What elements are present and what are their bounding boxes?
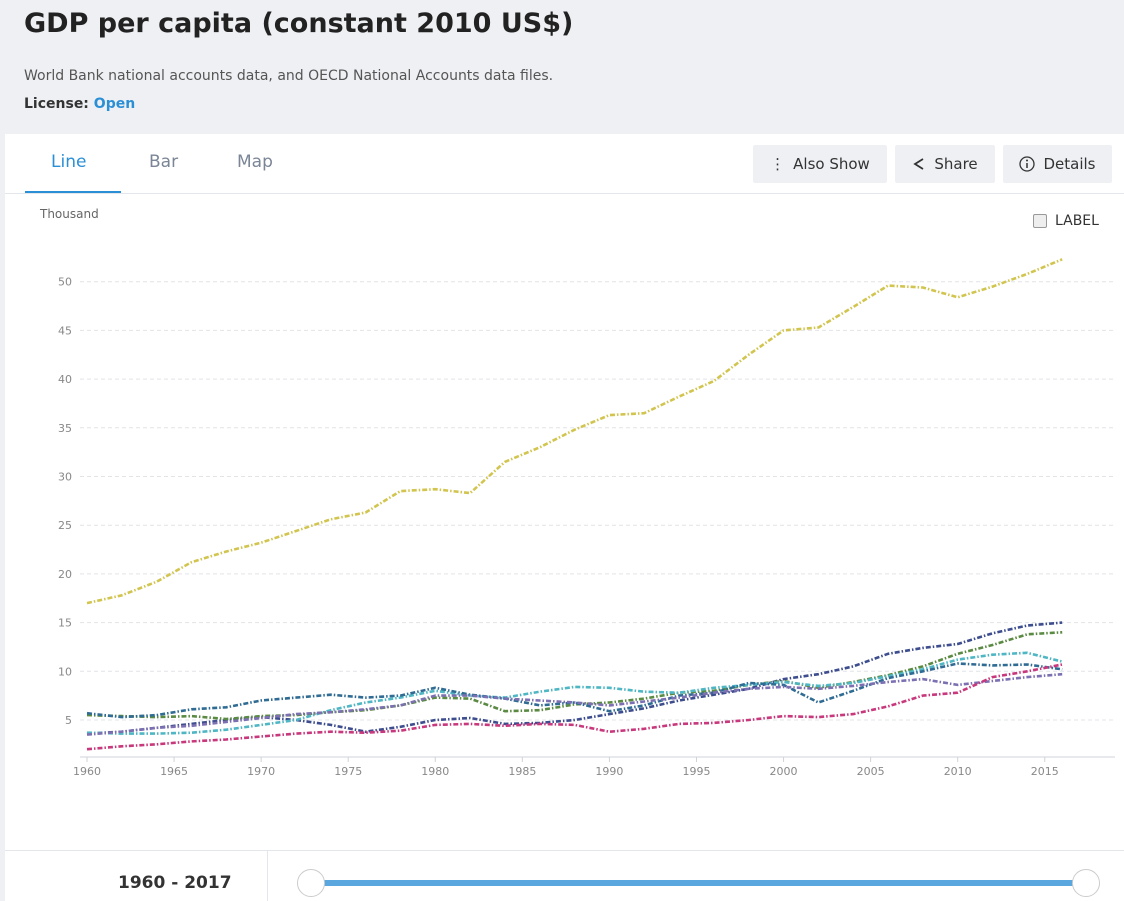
label-toggle[interactable]: LABEL	[1033, 213, 1099, 229]
license: License: Open	[24, 96, 135, 112]
x-tick-label: 2015	[1031, 765, 1059, 778]
page-title: GDP per capita (constant 2010 US$)	[24, 8, 574, 39]
x-tick-label: 2005	[857, 765, 885, 778]
button-label: Share	[934, 155, 978, 173]
x-tick-label: 1970	[247, 765, 275, 778]
tab-line[interactable]: Line	[51, 152, 87, 172]
x-tick-label: 1985	[508, 765, 536, 778]
details-button[interactable]: Details	[1003, 145, 1112, 183]
tab-map[interactable]: Map	[237, 152, 273, 172]
license-link[interactable]: Open	[93, 96, 136, 112]
series-line	[86, 621, 1063, 735]
source-note: World Bank national accounts data, and O…	[24, 68, 554, 84]
x-tick-label: 1965	[160, 765, 188, 778]
x-tick-label: 2000	[770, 765, 798, 778]
x-tick-label: 1980	[421, 765, 449, 778]
tab-rule	[5, 193, 1124, 194]
tab-bar[interactable]: Bar	[149, 152, 179, 172]
range-track	[310, 880, 1088, 886]
x-tick-label: 1995	[682, 765, 710, 778]
range-label: 1960 - 2017	[118, 873, 232, 893]
chart: 5 10 15 20 25 30 35 40 45 50 1960 1965 1970 1975 1980 1…	[58, 258, 1115, 778]
license-label: License:	[24, 96, 89, 112]
button-label: Also Show	[793, 155, 870, 173]
y-unit: Thousand	[40, 207, 99, 221]
icon	[1019, 156, 1036, 172]
tab-underline	[25, 191, 121, 193]
range-handle-end[interactable]	[1072, 869, 1100, 897]
x-tick-label: 2010	[944, 765, 972, 778]
bottom-rule	[5, 850, 1124, 851]
series-line	[86, 672, 1063, 736]
toggle-label: LABEL	[1055, 213, 1099, 229]
series-line	[86, 258, 1063, 605]
series-line	[86, 631, 1063, 721]
y-tick-label: 20	[58, 568, 72, 581]
y-tick-label: 10	[58, 665, 72, 678]
series-line	[86, 651, 1063, 735]
y-tick-label: 30	[58, 470, 72, 483]
x-tick-label: 1975	[334, 765, 362, 778]
chart-card	[5, 134, 1124, 901]
y-tick-label: 35	[58, 422, 72, 435]
y-tick-label: 25	[58, 519, 72, 532]
y-tick-label: 45	[58, 324, 72, 337]
checkbox[interactable]	[1033, 214, 1047, 228]
y-tick-label: 50	[58, 276, 72, 289]
button-label: Details	[1043, 155, 1096, 173]
icon: ⋮	[770, 155, 786, 173]
series-line	[86, 662, 1063, 719]
series-line	[86, 663, 1063, 751]
range-handle-start[interactable]	[297, 869, 325, 897]
y-tick-label: 5	[65, 714, 72, 727]
icon	[913, 158, 924, 170]
y-tick-label: 40	[58, 373, 72, 386]
x-tick-label: 1990	[595, 765, 623, 778]
y-tick-label: 15	[58, 617, 72, 630]
bottom-divider	[267, 851, 268, 901]
also-show-button[interactable]: ⋮ Also Show	[753, 145, 887, 183]
share-button[interactable]: Share	[895, 145, 995, 183]
x-tick-label: 1960	[73, 765, 101, 778]
